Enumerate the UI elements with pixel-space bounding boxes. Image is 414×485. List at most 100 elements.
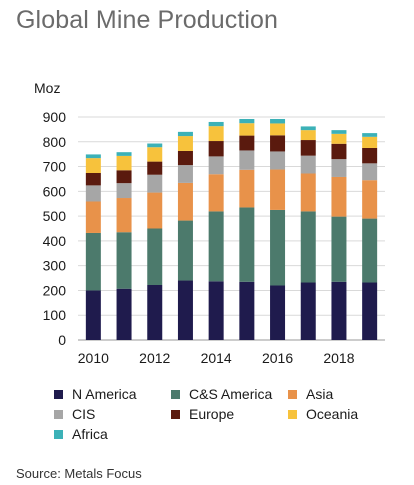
bar-segment [300,155,316,174]
bar-segment [270,285,286,340]
bar-segment [116,183,132,199]
bar-segment [85,185,101,202]
x-tick-label: 2016 [262,350,293,366]
bar-segment [116,288,132,340]
y-tick-label: 800 [43,134,67,150]
legend-item: N America [54,386,137,402]
legend-swatch [54,409,63,419]
bar-segment [270,123,286,136]
legend-swatch [171,389,180,399]
bar-segment [362,147,378,164]
bar-segment [362,218,378,283]
bar-segment [362,133,378,137]
bar-segment [331,130,347,134]
legend-item: Europe [171,406,234,422]
bar-segment [239,169,255,208]
legend-label: C&S America [189,386,273,402]
bar-segment [239,118,255,124]
y-tick-label: 900 [43,109,67,125]
x-axis-ticks: 2010 2012 2014 2016 2018 [78,350,355,366]
bar-segment [208,156,224,175]
legend-label: Africa [72,426,108,442]
bar-segment [116,232,132,289]
legend-label: Asia [306,386,334,402]
bar-segment [208,174,224,212]
bar-segment [270,209,286,286]
bar-segment [270,151,286,170]
bar-segment [85,290,101,340]
bar-segment [362,180,378,219]
y-axis-unit-label: Moz [34,80,61,96]
bar-segment [239,281,255,340]
y-tick-label: 700 [43,159,67,175]
bar-segment [177,182,193,221]
bar-segment [331,216,347,282]
bar-segment [208,141,224,157]
bar-segment [208,121,224,127]
y-tick-label: 600 [43,183,67,199]
bar-segment [147,147,163,162]
bar-segment [331,133,347,144]
legend-item: Africa [54,426,108,442]
legend-label: N America [72,386,137,402]
y-tick-label: 300 [43,258,67,274]
bar-segment [177,136,193,151]
bar-segment [116,152,132,156]
legend-swatch [171,409,180,419]
bar-segment [239,150,255,170]
bar-segment [300,130,316,141]
x-tick-label: 2014 [201,350,232,366]
y-tick-label: 400 [43,233,67,249]
legend-label: CIS [72,406,96,422]
legend-swatch [54,429,63,439]
bar-segment [300,173,316,212]
bar-segment [177,165,193,183]
bar-segment [208,281,224,340]
bar-segment [147,143,163,148]
legend-item: CIS [54,406,95,422]
bar-segment [362,136,378,148]
bar-segment [116,170,132,184]
bar-segment [239,207,255,282]
legend-item: C&S America [171,386,272,402]
y-tick-label: 0 [58,332,66,348]
legend-swatch [288,389,297,399]
y-axis-ticks: 0 100 200 300 400 500 600 700 800 900 [43,109,67,348]
bar-segment [270,118,286,124]
y-tick-label: 200 [43,282,67,298]
bars [85,118,378,340]
bar-segment [208,126,224,142]
bar-segment [177,220,193,281]
bar-segment [300,140,316,156]
bar-segment [116,155,132,171]
bar-segment [147,174,163,193]
chart-title: Global Mine Production [16,6,279,34]
bar-segment [270,135,286,152]
bar-segment [85,201,101,233]
legend-label: Europe [189,406,235,422]
bar-segment [331,159,347,177]
bar-segment [147,228,163,285]
bar-segment [300,126,316,131]
legend-label: Oceania [306,406,359,422]
bar-segment [331,281,347,340]
bar-segment [362,163,378,181]
legend-item: Oceania [288,406,358,422]
x-tick-label: 2012 [139,350,170,366]
bar-segment [147,284,163,340]
bar-segment [177,131,193,137]
bar-segment [147,192,163,229]
bar-segment [177,280,193,340]
bar-segment [331,143,347,160]
bar-segment [85,172,101,186]
bar-segment [85,154,101,159]
bar-segment [300,211,316,283]
y-tick-label: 100 [43,307,67,323]
x-tick-label: 2018 [323,350,354,366]
legend-swatch [54,389,63,399]
x-tick-label: 2010 [78,350,109,366]
bar-segment [208,211,224,282]
bar-segment [362,282,378,340]
bar-segment [85,232,101,291]
